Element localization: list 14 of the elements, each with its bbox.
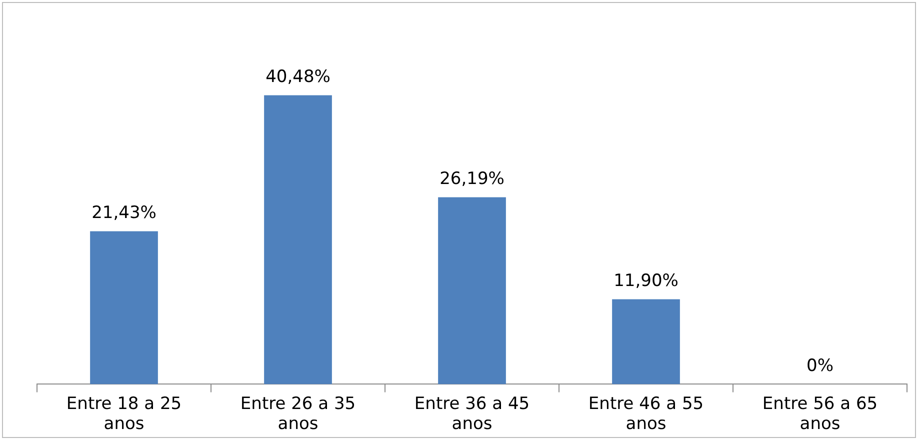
x-tick-label: Entre 46 a 55 anos	[588, 394, 704, 434]
x-tick-label: Entre 26 a 35 anos	[240, 394, 356, 434]
data-label: 26,19%	[440, 169, 504, 190]
bar	[90, 231, 158, 384]
x-tick-label: Entre 56 a 65 anos	[762, 394, 878, 434]
data-label: 0%	[806, 356, 834, 376]
x-tick-label: Entre 18 a 25 anos	[66, 394, 182, 434]
x-tick-label: Entre 36 a 45 anos	[414, 394, 530, 434]
bar	[612, 299, 680, 384]
data-label: 40,48%	[266, 67, 330, 88]
bar	[438, 197, 506, 384]
data-label: 11,90%	[614, 271, 678, 292]
bar	[264, 95, 332, 384]
data-label: 21,43%	[92, 203, 156, 224]
